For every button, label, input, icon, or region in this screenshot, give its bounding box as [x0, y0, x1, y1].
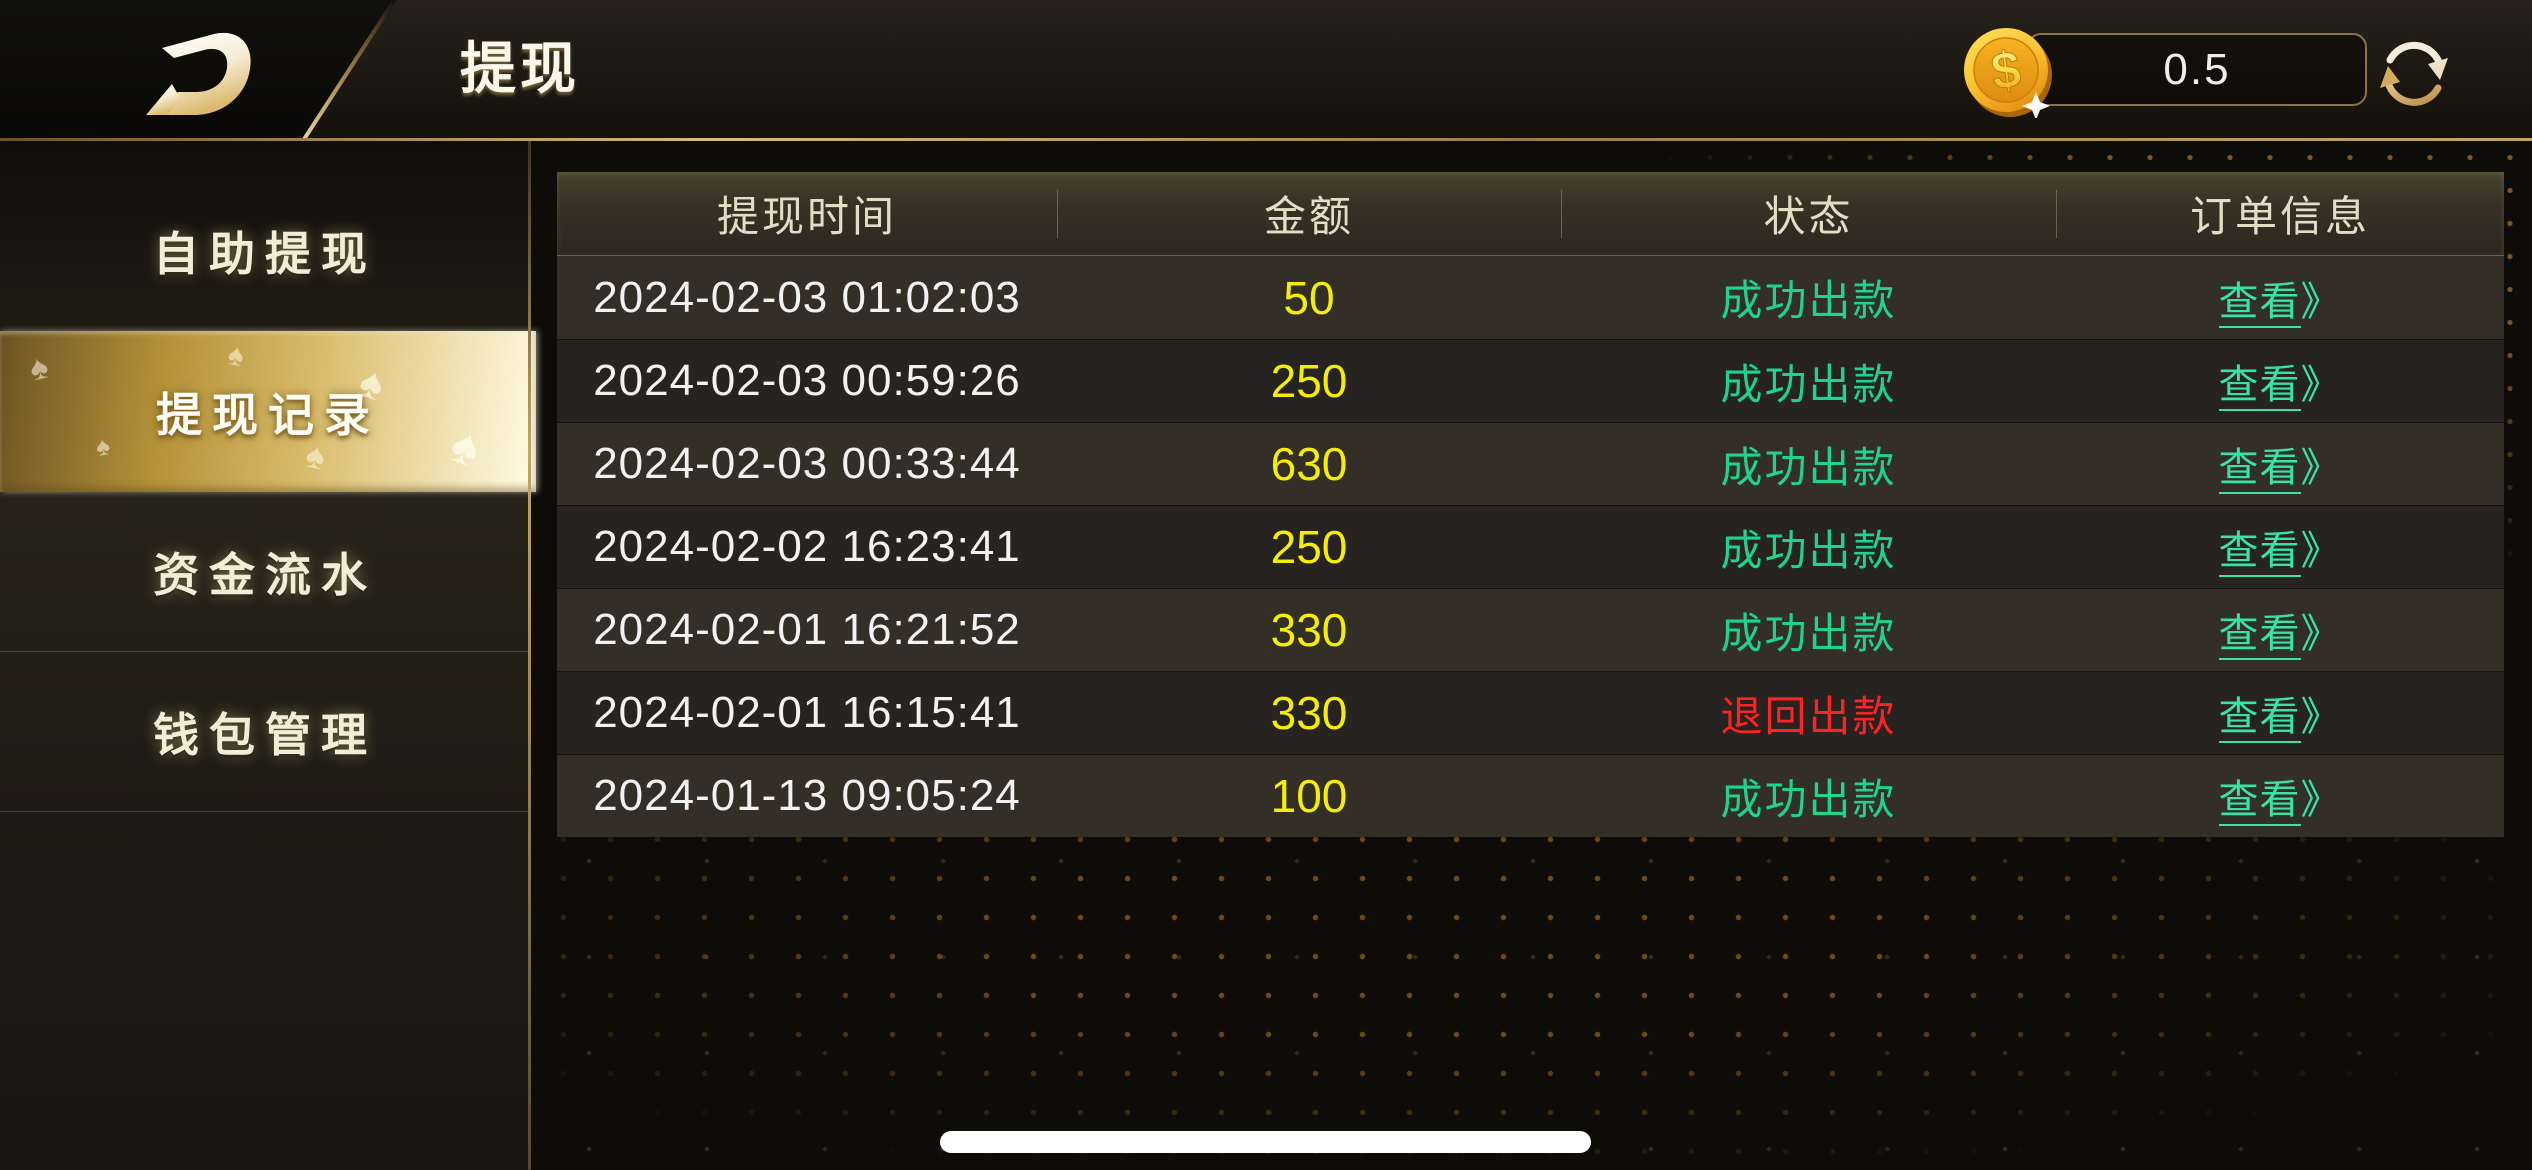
brand-d-logo-icon[interactable]	[138, 22, 256, 120]
spade-icon	[26, 347, 53, 389]
view-link-label: 查看	[2218, 446, 2301, 494]
view-order-link[interactable]: 查看》	[2218, 612, 2342, 660]
table-row: 2024-02-03 00:33:44 630 成功出款 查看》	[557, 422, 2504, 505]
cell-status: 成功出款	[1720, 443, 1897, 491]
view-link-arrow: 》	[2300, 612, 2342, 656]
withdraw-records-table: 提现时间 金额 状态 订单信息 2024-02-03 01:02:03 50 成…	[557, 172, 2504, 837]
cell-time: 2024-02-03 00:33:44	[593, 439, 1021, 488]
balance-value: 0.5	[2163, 44, 2231, 94]
cell-amount: 330	[1270, 604, 1348, 656]
view-order-link[interactable]: 查看》	[2218, 778, 2342, 826]
view-link-label: 查看	[2218, 363, 2301, 411]
table-row: 2024-01-13 09:05:24 100 成功出款 查看》	[557, 754, 2504, 837]
column-header-amount: 金额	[1057, 183, 1561, 244]
spade-icon	[94, 430, 112, 463]
sidebar-item-label: 提现记录	[156, 388, 380, 441]
view-order-link[interactable]: 查看》	[2218, 279, 2342, 328]
view-link-label: 查看	[2218, 529, 2301, 577]
view-link-arrow: 》	[2300, 446, 2342, 490]
sidebar-nav: 自助提现 提现记录 资金流水 钱包管理	[0, 141, 536, 1170]
home-indicator-bar[interactable]	[940, 1131, 1591, 1153]
table-row: 2024-02-01 16:21:52 330 成功出款 查看》	[557, 588, 2504, 671]
view-link-arrow: 》	[2300, 778, 2342, 822]
view-link-arrow: 》	[2300, 279, 2342, 324]
cell-amount: 250	[1270, 355, 1348, 407]
cell-status: 退回出款	[1720, 692, 1897, 740]
spade-icon	[225, 338, 247, 374]
sidebar-item-label: 自助提现	[153, 228, 377, 280]
top-bar-gold-divider	[0, 138, 2532, 141]
cell-amount: 100	[1270, 770, 1348, 822]
cell-time: 2024-02-01 16:21:52	[593, 605, 1021, 654]
cell-time: 2024-02-02 16:23:41	[593, 522, 1021, 571]
view-order-link[interactable]: 查看》	[2218, 363, 2342, 411]
table-row: 2024-02-01 16:15:41 330 退回出款 查看》	[557, 671, 2504, 754]
table-row: 2024-02-03 01:02:03 50 成功出款 查看》	[557, 256, 2504, 339]
table-header-row: 提现时间 金额 状态 订单信息	[557, 172, 2504, 256]
cell-time: 2024-02-01 16:15:41	[593, 688, 1021, 737]
sidebar-item-2[interactable]: 资金流水	[0, 492, 530, 652]
cell-amount: 50	[1283, 271, 1335, 324]
sidebar-gold-border	[528, 141, 531, 1170]
cell-status: 成功出款	[1720, 526, 1897, 574]
view-order-link[interactable]: 查看》	[2218, 529, 2342, 577]
sidebar-item-3[interactable]: 钱包管理	[0, 652, 530, 812]
sidebar-item-1[interactable]: 提现记录	[0, 331, 536, 492]
cell-amount: 250	[1270, 521, 1348, 573]
page-title: 提现	[460, 37, 580, 100]
spade-icon	[442, 414, 490, 480]
column-header-order: 订单信息	[2056, 183, 2504, 244]
sidebar-item-0[interactable]: 自助提现	[0, 171, 530, 331]
sidebar-item-label: 钱包管理	[153, 708, 377, 761]
view-link-arrow: 》	[2300, 363, 2342, 407]
table-row: 2024-02-02 16:23:41 250 成功出款 查看》	[557, 505, 2504, 588]
gold-dollar-coin-icon: $	[1964, 28, 2052, 118]
cell-time: 2024-02-03 01:02:03	[593, 272, 1021, 322]
balance-display: 0.5	[2027, 33, 2367, 106]
sidebar-spacer	[0, 141, 530, 171]
view-order-link[interactable]: 查看》	[2218, 695, 2342, 743]
table-body: 2024-02-03 01:02:03 50 成功出款 查看》 2024-02-…	[557, 256, 2504, 837]
view-link-label: 查看	[2218, 695, 2301, 743]
table-row: 2024-02-03 00:59:26 250 成功出款 查看》	[557, 339, 2504, 422]
cell-status: 成功出款	[1720, 360, 1897, 408]
cell-amount: 630	[1270, 438, 1348, 490]
view-link-label: 查看	[2218, 279, 2301, 328]
view-link-arrow: 》	[2300, 529, 2342, 573]
view-link-label: 查看	[2218, 778, 2301, 826]
column-header-status: 状态	[1561, 183, 2056, 244]
top-bar: 提现 0.5	[0, 0, 2532, 144]
gold-dots-pattern	[540, 820, 2532, 1170]
cell-status: 成功出款	[1720, 277, 1897, 324]
cell-time: 2024-02-03 00:59:26	[593, 356, 1021, 405]
refresh-icon[interactable]	[2372, 32, 2456, 112]
cell-amount: 330	[1270, 687, 1348, 739]
view-order-link[interactable]: 查看》	[2218, 446, 2342, 494]
view-link-arrow: 》	[2300, 695, 2342, 739]
sidebar-item-label: 资金流水	[153, 548, 377, 601]
cell-status: 成功出款	[1720, 609, 1897, 657]
view-link-label: 查看	[2218, 612, 2301, 660]
cell-status: 成功出款	[1720, 775, 1897, 823]
column-header-time: 提现时间	[716, 193, 897, 240]
cell-time: 2024-01-13 09:05:24	[593, 771, 1021, 820]
